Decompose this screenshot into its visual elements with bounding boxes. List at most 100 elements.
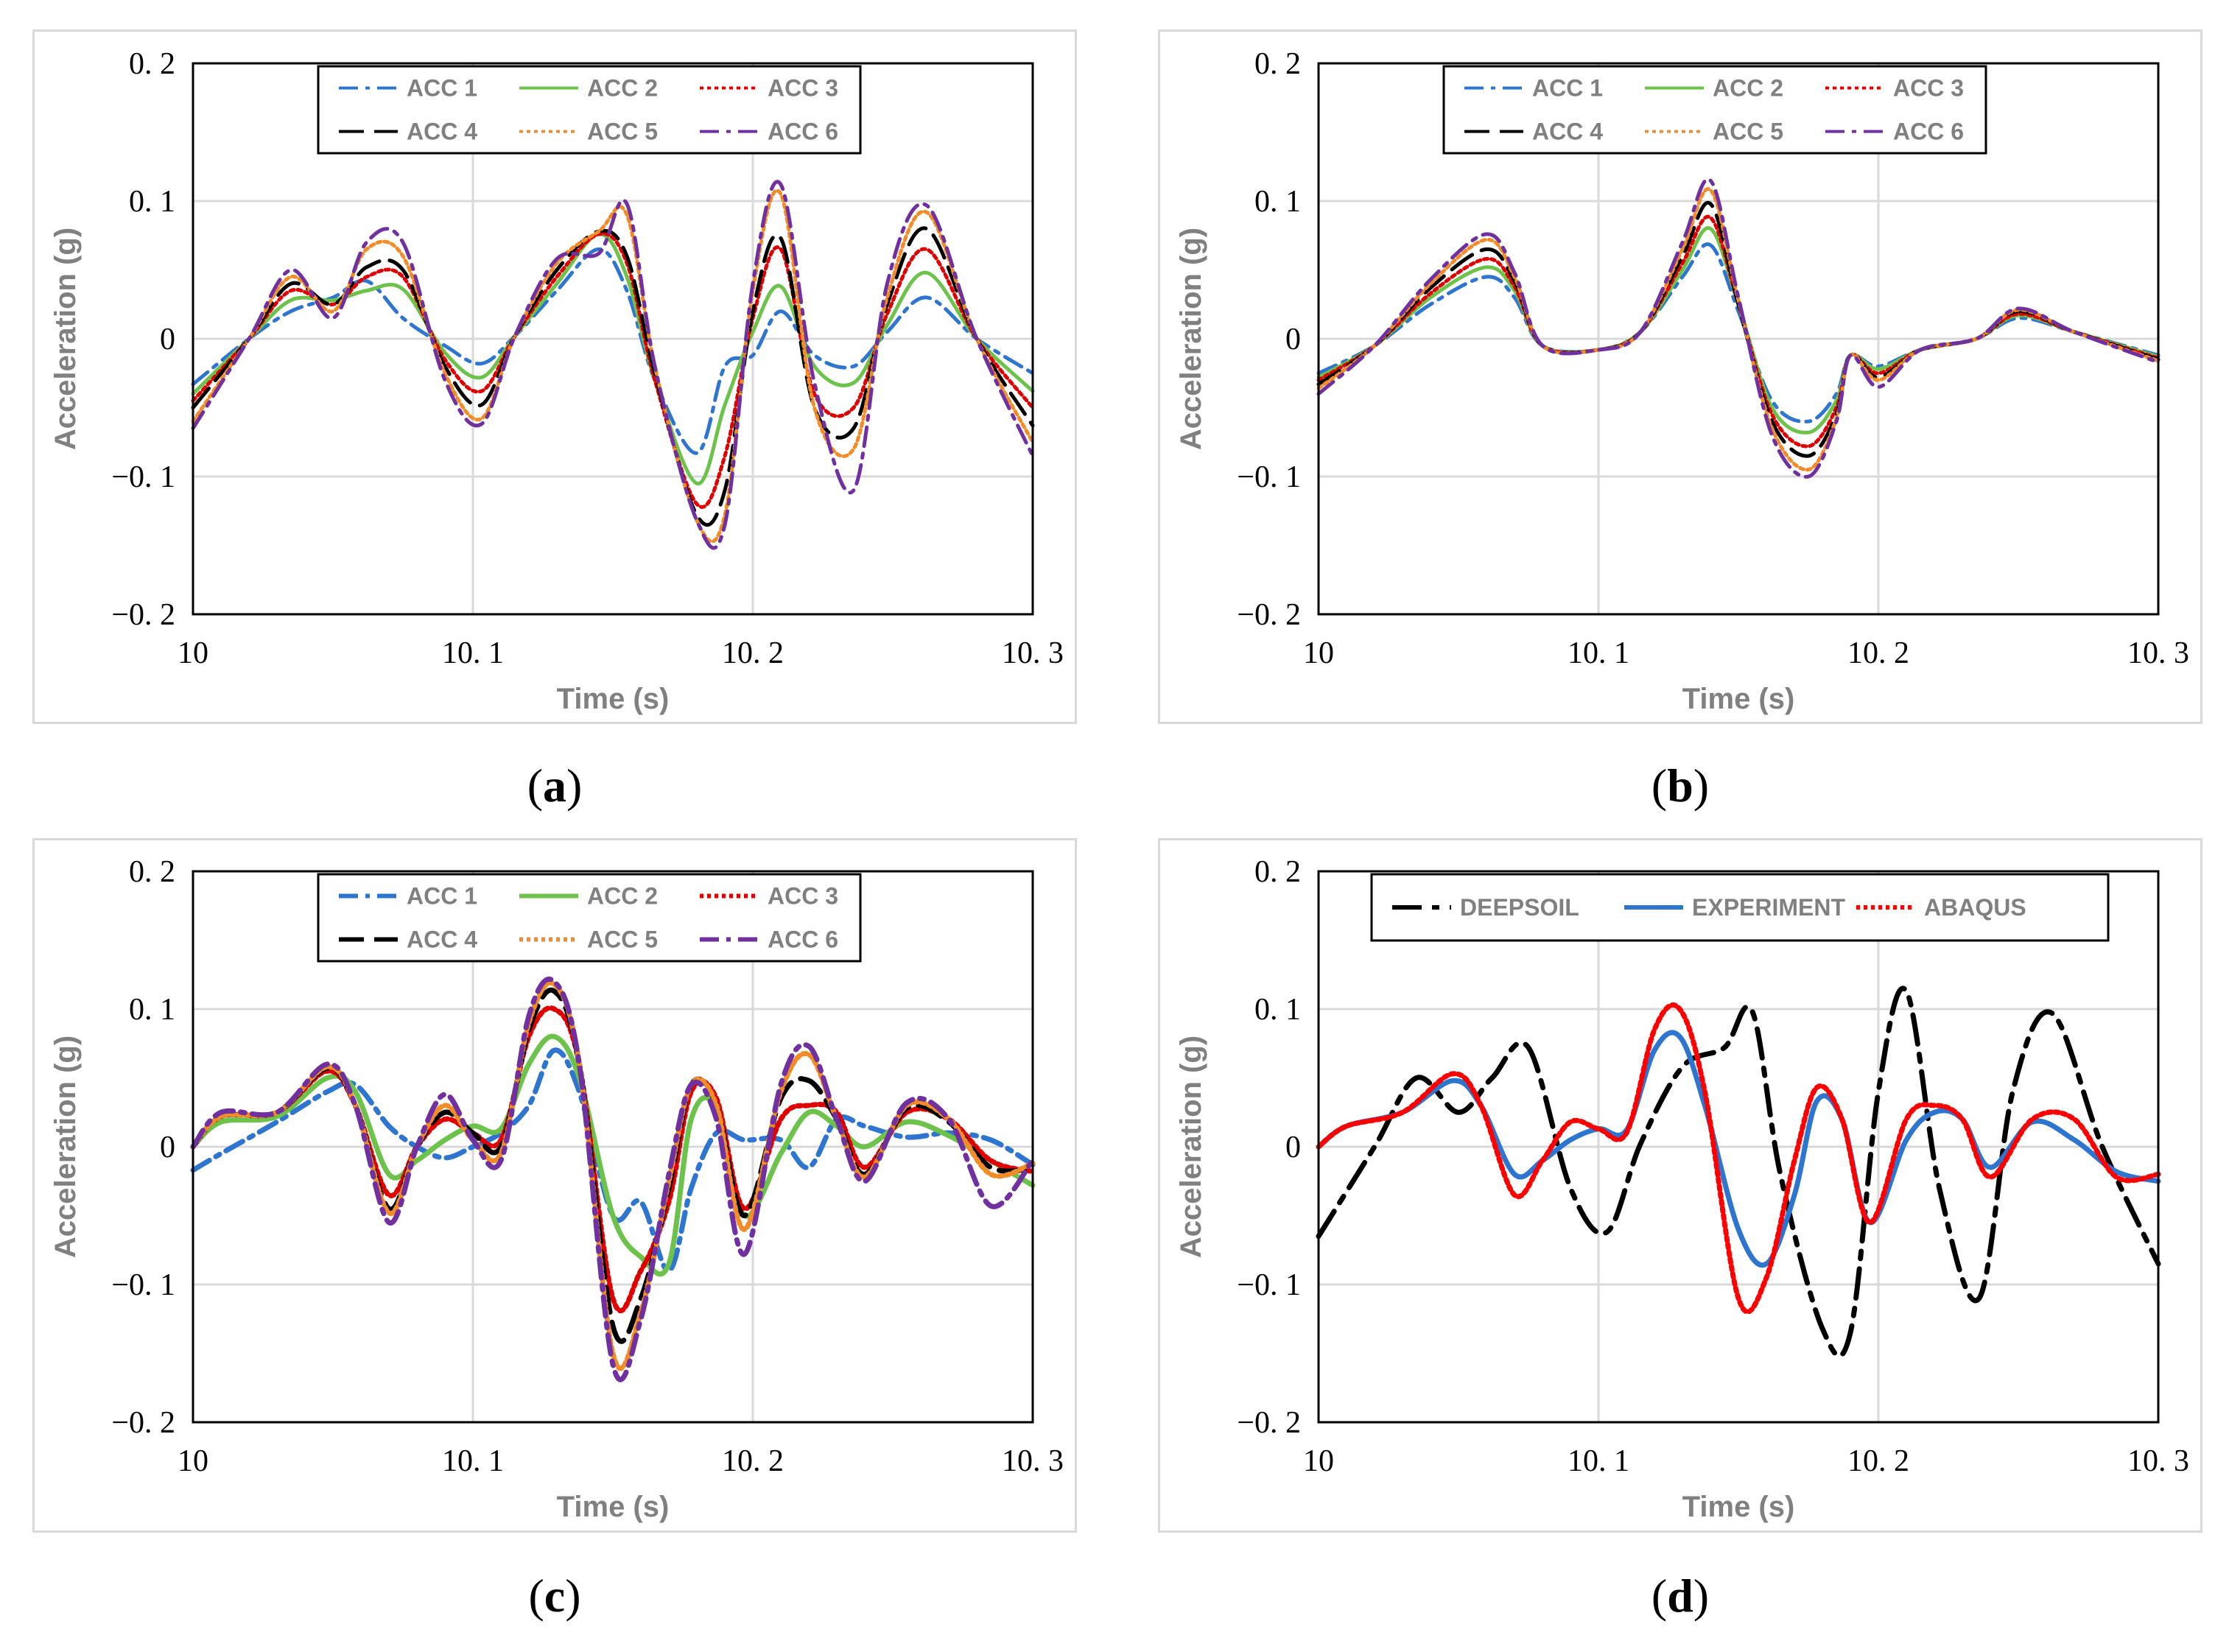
y-tick-label: 0 — [1285, 1131, 1301, 1164]
plot-area-border — [192, 870, 1034, 1424]
series-acc-6-line — [1316, 177, 2160, 479]
y-tick-label: −0. 1 — [1237, 460, 1301, 494]
legend-label: ACC 1 — [407, 75, 477, 102]
legend-label: ACC 4 — [1532, 119, 1603, 145]
caption-d-letter: d — [1667, 1570, 1693, 1622]
legend-label: ACC 5 — [1713, 119, 1783, 145]
legend-label: ACC 6 — [768, 119, 838, 145]
y-axis-label: Acceleration (g) — [1175, 1036, 1207, 1258]
legend-label: ACC 6 — [768, 927, 838, 953]
series-abaqus-line — [1316, 1002, 2161, 1315]
series-acc-4-line — [1316, 200, 2160, 458]
y-tick-label: 0 — [1285, 323, 1301, 356]
caption-b: (b) — [1651, 759, 1710, 812]
x-tick-label: 10. 1 — [1568, 1444, 1629, 1478]
y-tick-label: −0. 2 — [111, 598, 175, 632]
y-tick-label: −0. 2 — [111, 1406, 175, 1440]
legend-c: ACC 1 ACC 2 ACC 3 ACC 4 ACC 5 ACC 6 — [317, 873, 862, 963]
series-acc-4-line — [191, 226, 1035, 527]
y-axis-label: Acceleration (g) — [49, 228, 82, 450]
y-tick-label: 0 — [160, 323, 175, 356]
series-acc-5-line — [190, 980, 1036, 1371]
plot-area-border — [1317, 62, 2160, 616]
series-acc-3-line — [190, 1005, 1036, 1314]
caption-a-letter: a — [543, 759, 566, 812]
x-tick-label: 10. 2 — [1847, 636, 1909, 670]
panel-d-frame — [1158, 838, 2202, 1533]
x-tick-label: 10. 3 — [2127, 636, 2189, 670]
series-acc-3-line — [191, 231, 1035, 509]
legend-label: ACC 3 — [768, 883, 838, 910]
series-acc-5-line — [1316, 187, 2160, 472]
legend-label: ACC 4 — [407, 119, 477, 145]
y-tick-label: −0. 1 — [111, 460, 175, 494]
x-tick-label: 10 — [178, 636, 208, 670]
legend-label: ABAQUS — [1924, 894, 2026, 921]
series-acc-6-line — [191, 180, 1035, 550]
legend-label: ACC 2 — [587, 883, 658, 910]
legend-label: ACC 1 — [1532, 75, 1603, 102]
y-tick-label: 0. 1 — [1254, 993, 1301, 1027]
caption-d: (d) — [1651, 1570, 1710, 1622]
y-tick-label: −0. 2 — [1237, 1406, 1301, 1440]
y-axis-label: Acceleration (g) — [1175, 228, 1207, 450]
legend-d: DEEPSOIL EXPERIMENT ABAQUS — [1370, 873, 2110, 942]
y-tick-label: 0 — [160, 1131, 175, 1164]
legend-label: EXPERIMENT — [1692, 894, 1845, 921]
legend-label: ACC 3 — [1893, 75, 1964, 102]
y-tick-label: −0. 1 — [111, 1268, 175, 1302]
x-tick-label: 10. 2 — [1847, 1444, 1909, 1478]
series-acc-3-line — [1316, 214, 2160, 449]
x-tick-label: 10 — [178, 1444, 208, 1478]
chart-d: 0. 2 0. 1 0 −0. 1 −0. 210 10. 1 10. 2 10. 3 Time… — [1175, 855, 2189, 1523]
x-tick-label: 10. 3 — [2127, 1444, 2189, 1478]
x-axis-label: Time (s) — [557, 683, 670, 715]
legend-label: ACC 5 — [587, 119, 658, 145]
y-tick-label: 0. 2 — [1254, 855, 1301, 889]
legend-label: ACC 5 — [587, 927, 658, 953]
legend-label: ACC 6 — [1893, 119, 1964, 145]
x-tick-label: 10. 1 — [442, 636, 504, 670]
y-tick-label: 0. 2 — [1254, 47, 1301, 81]
legend-label: ACC 2 — [1713, 75, 1783, 102]
x-axis-label: Time (s) — [557, 1491, 670, 1523]
y-tick-label: 0. 2 — [129, 47, 175, 81]
x-tick-label: 10. 2 — [722, 1444, 784, 1478]
y-tick-label: −0. 2 — [1237, 598, 1301, 632]
x-tick-label: 10 — [1303, 1444, 1334, 1478]
y-tick-label: −0. 1 — [1237, 1268, 1301, 1302]
y-tick-label: 0. 2 — [129, 855, 175, 889]
caption-c: (c) — [528, 1570, 581, 1622]
chart-b: 0. 2 0. 1 0 −0. 1 −0. 210 10. 1 10. 2 10. 3 Time… — [1175, 47, 2189, 715]
chart-a: 0. 2 0. 1 0 −0. 1 −0. 210 10. 1 10. 2 10. 3 Time… — [49, 47, 1064, 715]
x-tick-label: 10 — [1303, 636, 1334, 670]
legend-box — [1370, 873, 2110, 942]
legend-box — [1442, 65, 1987, 155]
legend-box — [317, 873, 862, 963]
x-axis-label: Time (s) — [1682, 683, 1795, 715]
series-acc-2-line — [1316, 225, 2160, 435]
legend-box — [317, 65, 862, 155]
x-tick-label: 10. 1 — [442, 1444, 504, 1478]
y-axis-label: Acceleration (g) — [49, 1036, 82, 1258]
series-experiment-line — [1316, 1030, 2161, 1268]
legend-b: ACC 1 ACC 2 ACC 3 ACC 4 ACC 5 ACC 6 — [1442, 65, 1987, 155]
legend-label: ACC 2 — [587, 75, 658, 102]
y-tick-label: 0. 1 — [1254, 185, 1301, 219]
x-tick-label: 10. 1 — [1568, 636, 1629, 670]
series-acc-6-line — [190, 976, 1036, 1382]
legend-label: ACC 1 — [407, 883, 477, 910]
caption-a: (a) — [527, 759, 583, 812]
y-tick-label: 0. 1 — [129, 185, 175, 219]
series-acc-1-line — [191, 247, 1035, 455]
legend-label: ACC 3 — [768, 75, 838, 102]
series-acc-4-line — [190, 987, 1036, 1344]
legend-label: ACC 4 — [407, 927, 477, 953]
plot-area-border — [1317, 870, 2160, 1424]
x-tick-label: 10. 3 — [1002, 636, 1064, 670]
legend-a: ACC 1 ACC 2 ACC 3 ACC 4 ACC 5 ACC 6 — [317, 65, 862, 155]
x-tick-label: 10. 3 — [1002, 1444, 1064, 1478]
legend-label: DEEPSOIL — [1460, 894, 1579, 921]
y-tick-label: 0. 1 — [129, 993, 175, 1027]
